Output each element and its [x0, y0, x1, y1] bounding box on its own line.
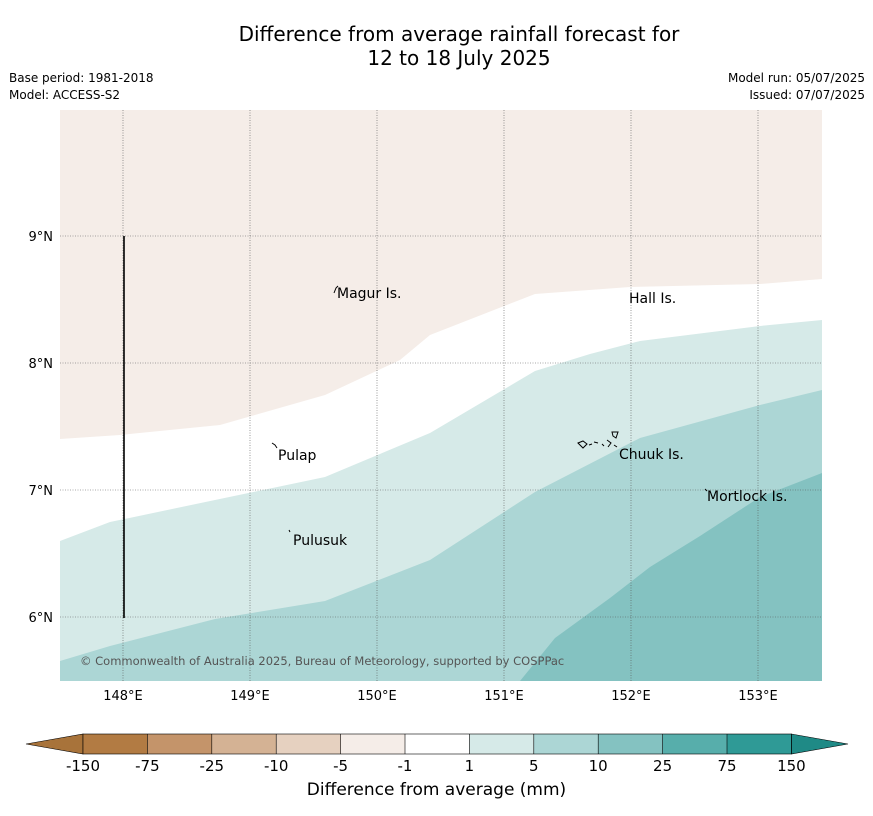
lat-tick-8: 8°N — [29, 357, 54, 372]
gridlines — [60, 110, 822, 681]
colorbar-arrow-left — [25, 733, 84, 755]
colorbar-seg-2 — [147, 734, 212, 754]
copyright-notice: © Commonwealth of Australia 2025, Bureau… — [80, 654, 564, 668]
colorbar-label-10: 25 — [653, 757, 672, 775]
colorbar-label-8: 5 — [529, 757, 539, 775]
colorbar-seg-5 — [340, 734, 405, 754]
mortlock-island-shape — [704, 488, 708, 492]
colorbar-label-9: 10 — [589, 757, 608, 775]
colorbar-seg-8 — [533, 734, 599, 754]
model-run: Model run: 05/07/2025 — [727, 71, 865, 85]
issued-date: Issued: 07/07/2025 — [749, 88, 865, 102]
lon-tick-149: 149°E — [230, 689, 270, 704]
colorbar-seg-9 — [598, 734, 663, 754]
colorbar-label-1: -150 — [66, 757, 100, 775]
base-period: Base period: 1981-2018 — [9, 71, 154, 85]
colorbar-seg-3 — [211, 734, 277, 754]
meta-right: Model run: 05/07/2025 Issued: 07/07/2025 — [728, 70, 865, 104]
pulap-island-shape — [271, 442, 278, 449]
colorbar-arrow-right — [791, 733, 849, 755]
colorbar-seg-11 — [727, 734, 792, 754]
colorbar-label-4: -10 — [264, 757, 289, 775]
band-10-25 — [520, 473, 822, 681]
lat-tick-7: 7°N — [29, 484, 54, 499]
place-magur: Magur Is. — [337, 286, 402, 302]
colorbar-label-6: -1 — [398, 757, 413, 775]
place-pulusuk: Pulusuk — [293, 533, 348, 549]
colorbar-label-7: 1 — [465, 757, 475, 775]
island-outlines — [271, 285, 708, 533]
colorbar-seg-4 — [276, 734, 341, 754]
lon-tick-152: 152°E — [611, 689, 651, 704]
colorbar-label-2: -75 — [135, 757, 160, 775]
magur-island-shape — [333, 285, 339, 294]
meta-left: Base period: 1981-2018 Model: ACCESS-S2 — [9, 70, 154, 104]
place-hall: Hall Is. — [629, 291, 676, 307]
lon-tick-148: 148°E — [103, 689, 143, 704]
lat-tick-9: 9°N — [29, 230, 54, 245]
colorbar-seg-7 — [469, 734, 534, 754]
pulusuk-island-shape — [288, 529, 291, 533]
colorbar-seg-10 — [662, 734, 727, 754]
chuuk-island-shapes — [577, 431, 619, 449]
lon-tick-153: 153°E — [738, 689, 778, 704]
place-chuuk: Chuuk Is. — [619, 447, 684, 463]
place-mortlock: Mortlock Is. — [707, 489, 787, 505]
band-minus5-minus1 — [60, 110, 822, 439]
colorbar-labels: -150 -75 -25 -10 -5 -1 1 5 10 25 75 150 — [66, 757, 806, 775]
colorbar-seg-1 — [83, 734, 148, 754]
lon-tick-151: 151°E — [484, 689, 524, 704]
colorbar-seg-6 — [405, 734, 470, 754]
colorbar-label-3: -25 — [200, 757, 225, 775]
colorbar-border — [82, 733, 792, 755]
colorbar: -150 -75 -25 -10 -5 -1 1 5 10 25 75 150 — [25, 733, 849, 775]
lat-tick-6: 6°N — [29, 611, 54, 626]
colorbar-dividers — [147, 734, 728, 754]
colorbar-label-12: 150 — [777, 757, 806, 775]
place-pulap: Pulap — [278, 448, 317, 464]
rainfall-contours — [60, 110, 822, 681]
colorbar-label-11: 75 — [717, 757, 736, 775]
colorbar-label-5: -5 — [333, 757, 348, 775]
model-name: Model: ACCESS-S2 — [9, 88, 121, 102]
title-line-1: Difference from average rainfall forecas… — [238, 22, 680, 46]
lon-tick-150: 150°E — [357, 689, 397, 704]
place-labels: Magur Is. Hall Is. Pulap Chuuk Is. Mortl… — [278, 286, 787, 549]
title-line-2: 12 to 18 July 2025 — [367, 46, 551, 70]
colorbar-title: Difference from average (mm) — [306, 780, 567, 800]
map-title: Difference from average rainfall forecas… — [0, 22, 873, 70]
axis-labels: 9°N 8°N 7°N 6°N 148°E 149°E 150°E 151°E … — [29, 230, 778, 704]
